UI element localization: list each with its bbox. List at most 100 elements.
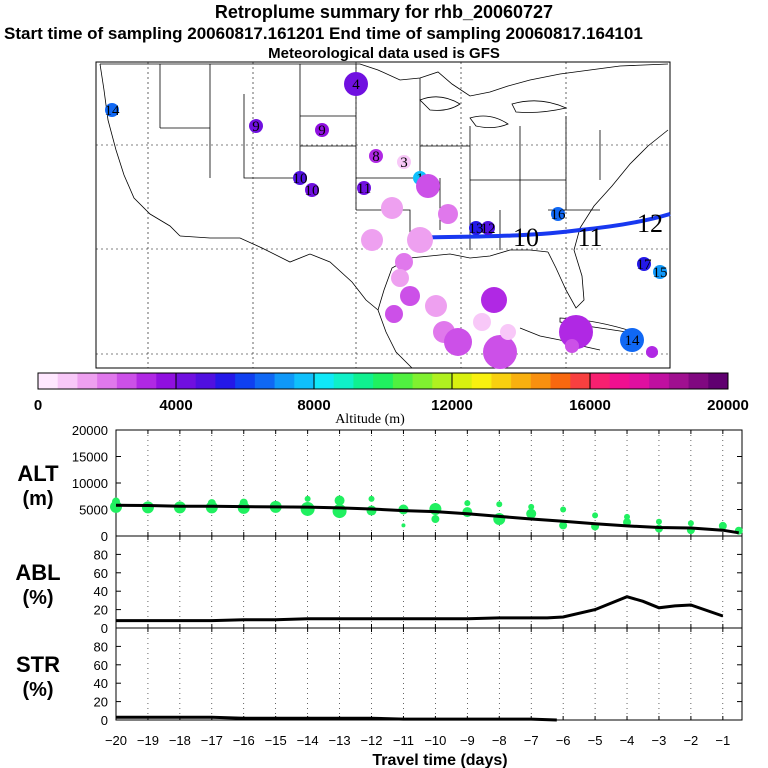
altitude-point: [623, 518, 632, 527]
trajectory-point: [344, 72, 368, 96]
panel-label: ABL: [15, 560, 60, 585]
altitude-point: [112, 497, 120, 506]
x-tick-label: −18: [169, 733, 191, 748]
x-axis-label: Travel time (days): [372, 752, 507, 768]
trajectory-plume-point: [381, 197, 403, 219]
x-tick-label: −1: [715, 733, 730, 748]
trajectory-point: [637, 257, 651, 271]
colorbar-swatch: [195, 373, 216, 389]
trajectory-point-label: 4: [352, 77, 360, 93]
altitude-point: [687, 520, 694, 527]
trajectory-point: [305, 183, 319, 197]
altitude-point: [718, 521, 727, 530]
colorbar-swatch: [274, 373, 295, 389]
colorbar-tick-label: 4000: [159, 397, 192, 414]
y-tick-label: 40: [94, 584, 108, 599]
altitude-point: [304, 495, 311, 502]
colorbar-swatch: [688, 373, 709, 389]
panel-label-unit: (%): [22, 587, 53, 609]
trajectory-point-label: 14: [625, 333, 641, 349]
trajectory-point-label: 9: [252, 119, 260, 135]
meteo-source: Meteorological data used is GFS: [268, 45, 500, 62]
colorbar-swatch: [530, 373, 552, 389]
altitude-point: [560, 506, 567, 513]
trajectory-plume-point: [400, 286, 420, 306]
colorbar-swatch: [156, 373, 177, 389]
altitude-point: [239, 498, 248, 507]
colorbar-tick-label: 20000: [707, 397, 749, 414]
trajectory-point: [653, 265, 667, 279]
y-tick-label: 20000: [72, 423, 108, 438]
y-tick-label: 60: [94, 566, 108, 581]
colorbar-swatch: [176, 373, 197, 389]
x-tick-label: −14: [297, 733, 319, 748]
colorbar-swatch: [38, 373, 59, 389]
trajectory-point: [315, 123, 329, 137]
colorbar-swatch: [668, 373, 690, 389]
panel-frame: [115, 429, 743, 537]
y-tick-label: 0: [101, 713, 108, 728]
x-tick-label: −3: [652, 733, 667, 748]
trajectory-point-label: 13: [469, 221, 484, 237]
trajectory-plume-point: [483, 335, 517, 369]
trajectory-plume-point: [425, 295, 447, 317]
y-tick-label: 0: [101, 529, 108, 544]
altitude-point: [624, 513, 631, 520]
chart-title: Retroplume summary for rhb_20060727: [214, 2, 554, 22]
altitude-point: [334, 495, 345, 506]
trajectory-plume-point: [473, 313, 491, 331]
colorbar-tick-label: 16000: [569, 397, 611, 414]
trajectory-point: [293, 171, 307, 185]
trajectory-point-label: 14: [105, 103, 121, 119]
y-tick-label: 60: [94, 658, 108, 673]
colorbar-label: Altitude (m): [335, 412, 405, 427]
y-tick-label: 40: [94, 676, 108, 691]
trajectory-plume-point: [565, 339, 579, 353]
trajectory-plume-point: [391, 269, 409, 287]
x-tick-label: −13: [329, 733, 351, 748]
altitude-point: [496, 501, 503, 508]
panel-frame: [115, 535, 743, 629]
y-tick-label: 5000: [79, 503, 108, 518]
y-tick-label: 20: [94, 603, 108, 618]
trajectory-point-label: 12: [481, 221, 496, 237]
panel-label: ALT: [17, 461, 59, 486]
trajectory-line-label: 11: [577, 223, 602, 252]
panel-frame: [115, 627, 743, 721]
colorbar-swatch: [392, 373, 414, 389]
colorbar-swatch: [136, 373, 157, 389]
trajectory-point: [469, 221, 483, 235]
trajectory-plume-point: [481, 287, 507, 313]
trajectory-point: [620, 328, 644, 352]
altitude-point: [592, 512, 599, 519]
trajectory-plume-point: [559, 315, 593, 349]
colorbar-swatch: [57, 373, 78, 389]
colorbar-tick-label: 0: [34, 397, 42, 414]
trajectory-point-label: 8: [372, 149, 380, 165]
series-line: [116, 595, 724, 623]
colorbar-swatch: [333, 373, 354, 389]
altitude-point: [300, 501, 315, 516]
y-tick-label: 10000: [72, 476, 108, 491]
y-tick-label: 20: [94, 695, 108, 710]
x-tick-label: −6: [556, 733, 571, 748]
colorbar-swatch: [314, 373, 335, 389]
trajectory-plume-point: [500, 324, 516, 340]
colorbar-swatch: [235, 373, 256, 389]
colorbar-swatch: [254, 373, 276, 389]
trajectory-point-label: 9: [318, 123, 326, 139]
colorbar-swatch: [590, 373, 611, 389]
trajectory-point-label: 3: [400, 155, 408, 171]
trajectory-point-label: 15: [653, 265, 668, 281]
x-tick-label: −9: [460, 733, 475, 748]
colorbar-swatch: [97, 373, 118, 389]
x-tick-label: −2: [683, 733, 698, 748]
altitude-point: [559, 521, 568, 530]
colorbar-swatch: [353, 373, 374, 389]
trajectory-point: [357, 181, 371, 195]
altitude-colorbar: 0 4000 8000 12000 16000 20000 Altitude (m): [34, 372, 749, 427]
colorbar-swatch: [609, 373, 630, 389]
y-tick-label: 80: [94, 547, 108, 562]
x-tick-label: −4: [620, 733, 635, 748]
